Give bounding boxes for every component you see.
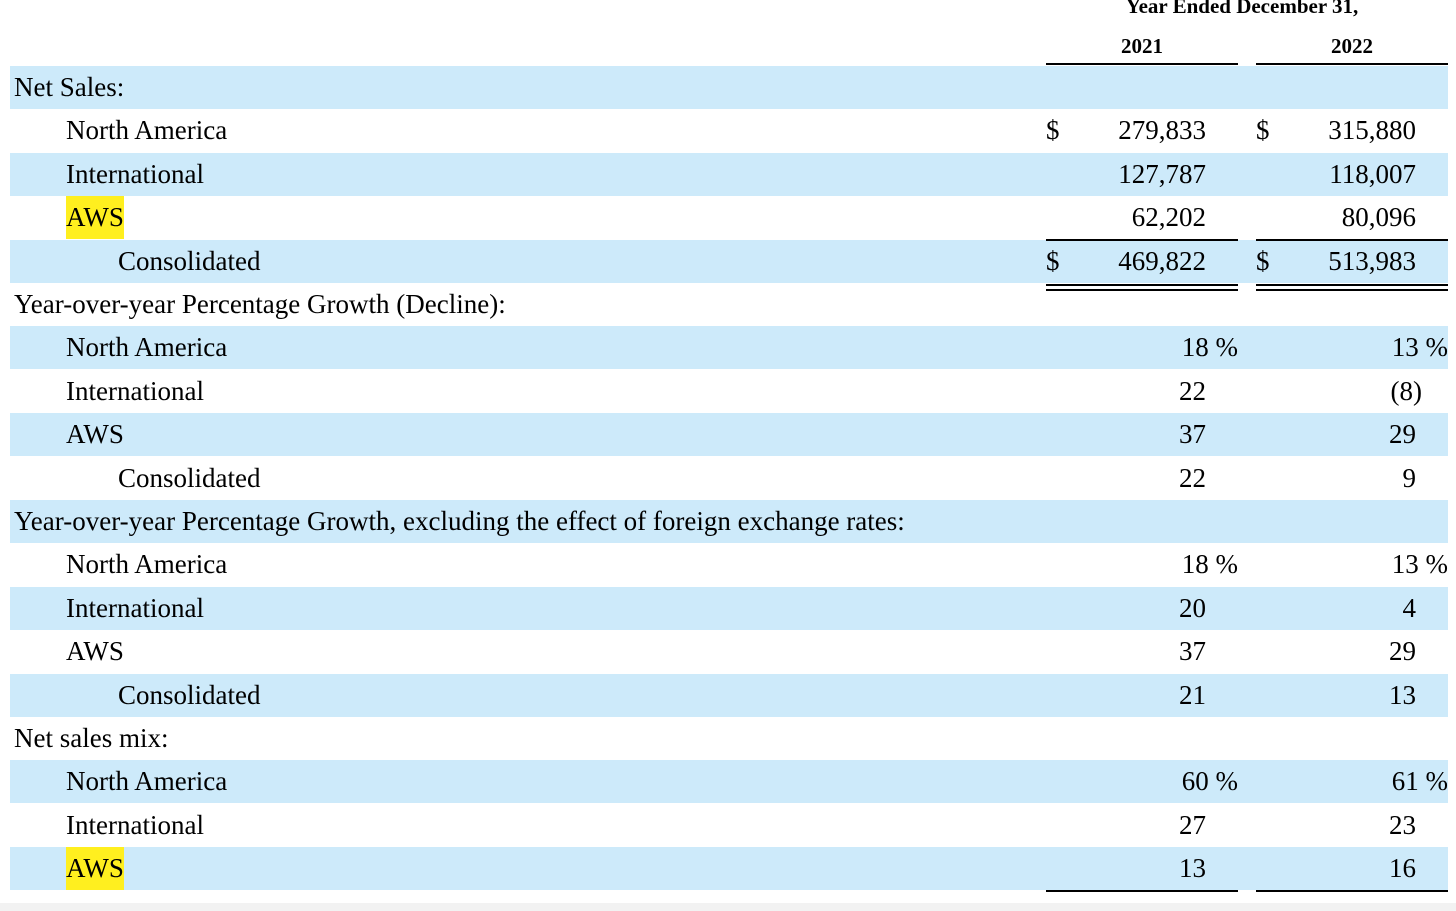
subtotal-rule-2022	[1256, 239, 1448, 241]
section-label: Net Sales:	[14, 72, 125, 102]
table-row: International 127,787 118,007	[10, 153, 1448, 196]
row-label: Consolidated	[118, 463, 261, 493]
section-label: Net sales mix:	[14, 723, 169, 753]
table-row: International 27 23	[10, 804, 1448, 847]
cell-2022: 13 %	[1391, 332, 1448, 362]
row-label: Consolidated	[118, 246, 261, 276]
cell-2022: 61 %	[1391, 766, 1448, 796]
row-label: International	[66, 159, 204, 189]
year-header-2021: 2021	[1121, 34, 1163, 58]
cell-2021: 37	[1179, 419, 1206, 449]
row-label: Consolidated	[118, 680, 261, 710]
cell-2021: 60 %	[1181, 766, 1238, 796]
currency-symbol-2022: $	[1256, 246, 1270, 276]
table-row: North America 60 % 61 %	[10, 760, 1448, 803]
cell-2021: 18 %	[1181, 332, 1238, 362]
cell-2021: 13	[1179, 853, 1206, 883]
cell-2022: 23	[1389, 810, 1416, 840]
cell-2022: 315,880	[1328, 115, 1416, 145]
table-row: Consolidated 22 9	[10, 457, 1448, 500]
cell-2021: 27	[1179, 810, 1206, 840]
header-underline-2022	[1256, 63, 1448, 65]
total-double-rule-2022	[1256, 284, 1448, 291]
section-header-row: Net sales mix:	[10, 717, 1448, 760]
row-label-highlighted: AWS	[66, 196, 124, 239]
mix-bottom-rule-2021	[1046, 890, 1238, 892]
row-label: AWS	[66, 636, 124, 666]
row-label: North America	[66, 115, 228, 145]
section-header-row: Net Sales:	[10, 66, 1448, 109]
currency-symbol-2021: $	[1046, 246, 1060, 276]
table-row: AWS 37 29	[10, 630, 1448, 673]
section-label: Year-over-year Percentage Growth, exclud…	[14, 506, 905, 536]
cell-2021: 21	[1179, 680, 1206, 710]
cell-2022: 13	[1389, 680, 1416, 710]
cell-2022: 80,096	[1341, 202, 1416, 232]
row-label-highlighted: AWS	[66, 847, 124, 890]
cell-2021: 22	[1179, 376, 1206, 406]
table-row: AWS 13 16	[10, 847, 1448, 890]
table-row: Consolidated $ $469,822 513,983	[10, 240, 1448, 283]
cell-2021: 37	[1179, 636, 1206, 666]
cell-2022: 13 %	[1391, 549, 1448, 579]
cell-2022: 118,007	[1329, 159, 1416, 189]
section-label: Year-over-year Percentage Growth (Declin…	[14, 289, 506, 319]
row-label: International	[66, 376, 204, 406]
total-double-rule-2021	[1046, 284, 1238, 291]
currency-symbol-2022: $	[1256, 115, 1270, 145]
bottom-edge	[0, 903, 1456, 911]
section-header-row: Year-over-year Percentage Growth (Declin…	[10, 283, 1448, 326]
cell-2021: 279,833	[1118, 115, 1206, 145]
table-row: AWS 37 29	[10, 413, 1448, 456]
row-label: International	[66, 810, 204, 840]
row-label: North America	[66, 766, 228, 796]
cell-2021: 18 %	[1181, 549, 1238, 579]
cell-2021: 22	[1179, 463, 1206, 493]
table-row: North America 18 % 13 %	[10, 326, 1448, 369]
table-row: International 22 (8)	[10, 370, 1448, 413]
header-underline-2021	[1046, 63, 1238, 65]
row-label: North America	[66, 549, 228, 579]
row-label: AWS	[66, 419, 124, 449]
mix-bottom-rule-2022	[1256, 890, 1448, 892]
table-row: Consolidated 21 13	[10, 674, 1448, 717]
cell-2021: 20	[1179, 593, 1206, 623]
cell-2022: 16	[1389, 853, 1416, 883]
cell-2021: 127,787	[1118, 159, 1206, 189]
table-row: North America 18 % 13 %	[10, 543, 1448, 586]
cell-2022: 4	[1402, 593, 1417, 623]
cell-2022: 9	[1402, 463, 1417, 493]
cell-2021: 62,202	[1131, 202, 1206, 232]
cell-2022: 513,983	[1328, 246, 1416, 276]
table-row: International 20 4	[10, 587, 1448, 630]
currency-symbol-2021: $	[1046, 115, 1060, 145]
table-row: North America $ $279,833 315,880	[10, 109, 1448, 152]
column-group-header: Year Ended December 31,	[1125, 0, 1359, 18]
subtotal-rule-2021	[1046, 239, 1238, 241]
section-header-row: Year-over-year Percentage Growth, exclud…	[10, 500, 1448, 543]
cell-2022: (8)	[1390, 376, 1422, 406]
table-row: AWS 62,202 80,096	[10, 196, 1448, 239]
cell-2022: 29	[1389, 419, 1416, 449]
row-label: North America	[66, 332, 228, 362]
cell-2021: 469,822	[1118, 246, 1206, 276]
row-label: International	[66, 593, 204, 623]
cell-2022: 29	[1389, 636, 1416, 666]
year-header-2022: 2022	[1331, 34, 1373, 58]
